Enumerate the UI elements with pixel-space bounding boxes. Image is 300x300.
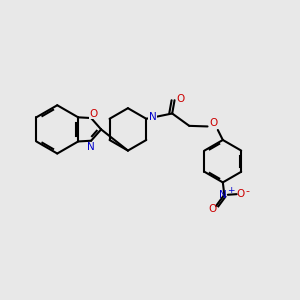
Text: N: N bbox=[87, 142, 95, 152]
Text: N: N bbox=[149, 112, 157, 122]
Text: O: O bbox=[89, 109, 98, 119]
Text: O: O bbox=[176, 94, 184, 104]
Text: O: O bbox=[236, 189, 244, 199]
Text: O: O bbox=[208, 205, 217, 214]
Text: -: - bbox=[246, 186, 250, 196]
Text: O: O bbox=[210, 118, 218, 128]
Text: N: N bbox=[219, 190, 227, 200]
Text: +: + bbox=[227, 186, 235, 195]
